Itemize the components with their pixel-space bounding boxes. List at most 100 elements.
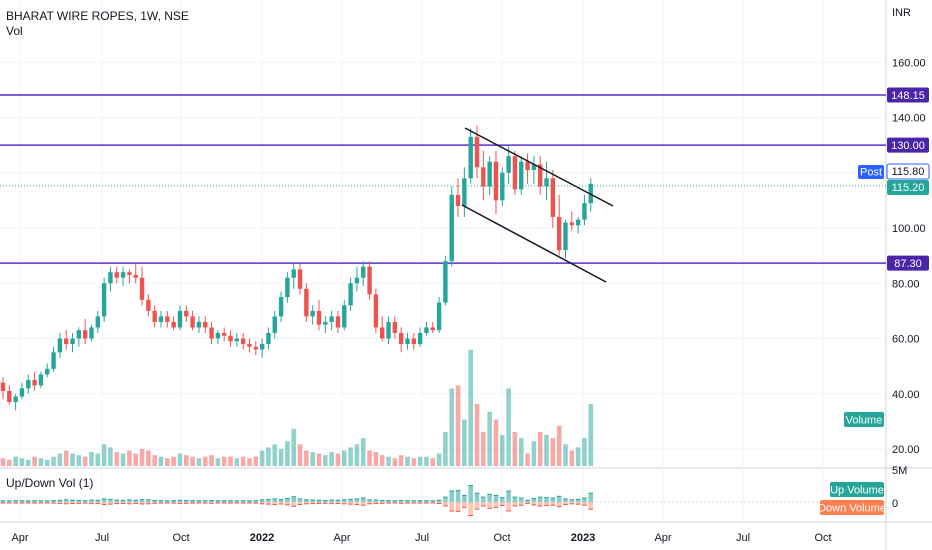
- up-volume-bar: [209, 500, 214, 502]
- trendlines[interactable]: [461, 127, 614, 283]
- up-volume-bar: [354, 498, 360, 502]
- volume-bar: [367, 450, 372, 466]
- down-volume-bar: [493, 502, 499, 508]
- volume-bar: [443, 431, 448, 466]
- down-volume-bar: [405, 502, 410, 504]
- candle-body: [45, 368, 50, 375]
- candle-body: [468, 136, 473, 179]
- time-tick-label: Apr: [11, 532, 28, 544]
- candle-body: [285, 277, 290, 298]
- down-volume-bar: [575, 502, 581, 505]
- up-volume-bar: [171, 500, 176, 502]
- up-volume-bar: [518, 498, 524, 502]
- level-price-tag: [887, 255, 929, 271]
- volume-bar: [398, 455, 404, 466]
- down-volume-bar: [398, 502, 404, 504]
- price-pane[interactable]: [0, 0, 886, 468]
- candle-body: [449, 194, 454, 262]
- up-volume-bar: [297, 498, 303, 502]
- symbol-title[interactable]: BHARAT WIRE ROPES, 1W, NSE: [6, 9, 189, 23]
- up-volume-bar: [152, 500, 157, 502]
- channel-upper-trendline[interactable]: [464, 127, 614, 207]
- down-volume-bar: [341, 502, 347, 504]
- channel-lower-trendline[interactable]: [461, 204, 607, 283]
- volume-bar: [323, 455, 328, 466]
- up-volume-bar: [253, 500, 259, 502]
- volume-bar: [537, 431, 543, 466]
- volume-bar: [310, 452, 315, 466]
- up-volume-bar: [165, 500, 170, 502]
- volume-bar: [493, 419, 499, 466]
- down-volume-bar: [76, 502, 82, 504]
- up-down-volume-bars: [0, 485, 886, 516]
- volume-bar: [177, 453, 183, 466]
- volume-bar: [506, 388, 511, 466]
- down-volume-bar: [588, 502, 594, 510]
- down-volume-bar: [95, 502, 101, 504]
- up-volume-bar: [32, 500, 37, 502]
- down-volume-bar: [183, 502, 189, 504]
- down-volume-bar: [455, 502, 461, 512]
- up-volume-bar: [228, 500, 233, 502]
- up-volume-bar: [563, 498, 568, 502]
- down-volume-bar: [348, 502, 353, 505]
- volume-bar: [44, 459, 50, 466]
- down-volume-bar: [563, 502, 568, 505]
- down-volume-bar: [468, 502, 473, 516]
- up-volume-bar: [259, 499, 265, 502]
- candle-body: [266, 332, 271, 345]
- volume-bar: [550, 438, 556, 466]
- time-axis[interactable]: Apr Jul Oct 2022 Apr Jul Oct 2023 Apr Jul Oct: [11, 532, 831, 544]
- down-volume-bar: [146, 502, 151, 504]
- up-volume-bar: [430, 500, 436, 502]
- volume-bar: [582, 438, 587, 466]
- down-volume-bar: [177, 502, 183, 504]
- up-volume-bar: [367, 499, 372, 502]
- volume-bar: [38, 458, 44, 466]
- volume-legend[interactable]: Vol: [6, 24, 23, 38]
- volume-bar: [108, 447, 113, 466]
- up-volume-bar: [221, 500, 227, 502]
- up-volume-bar: [19, 500, 25, 502]
- volume-bar: [316, 453, 322, 466]
- post-badge: [858, 165, 884, 179]
- volume-bar: [474, 404, 480, 466]
- up-volume-bar: [455, 490, 461, 502]
- candle-body: [519, 161, 524, 190]
- volume-bar: [563, 444, 568, 466]
- down-volume-bar: [544, 502, 549, 506]
- candle-body: [146, 299, 151, 311]
- up-volume-bar: [108, 499, 113, 502]
- volume-bar: [544, 435, 549, 466]
- volume-bar: [19, 458, 25, 466]
- level-price-tag: [887, 87, 929, 103]
- volume-bar: [190, 456, 195, 466]
- volume-bar: [487, 411, 492, 466]
- up-volume-bar: [360, 498, 366, 502]
- horizontal-levels[interactable]: [0, 94, 886, 264]
- volume-bar: [183, 455, 189, 466]
- up-volume-bar: [525, 500, 530, 502]
- up-volume-bar: [588, 493, 594, 502]
- volume-bar: [7, 459, 12, 466]
- candle-body: [544, 178, 549, 187]
- level-price-tag-label: 87.30: [894, 258, 922, 270]
- volume-bar: [462, 419, 467, 466]
- volume-bar: [405, 456, 410, 466]
- price-tick-label: 20.00: [892, 444, 920, 456]
- down-volume-bar: [417, 502, 423, 504]
- indicator-scale-top: 5M: [892, 465, 907, 477]
- candle-body: [342, 305, 347, 328]
- candle-body: [209, 327, 214, 339]
- candle-body: [367, 266, 372, 295]
- down-volume-bar: [120, 502, 126, 504]
- candle-body: [569, 222, 574, 226]
- candle-body: [430, 327, 435, 331]
- down-volume-bar: [310, 502, 315, 504]
- up-volume-bar: [323, 500, 328, 502]
- up-volume-bar: [278, 499, 284, 502]
- indicator-legend[interactable]: Up/Down Vol (1): [6, 476, 93, 490]
- candle-body: [95, 316, 100, 328]
- up-volume-bar: [44, 500, 50, 502]
